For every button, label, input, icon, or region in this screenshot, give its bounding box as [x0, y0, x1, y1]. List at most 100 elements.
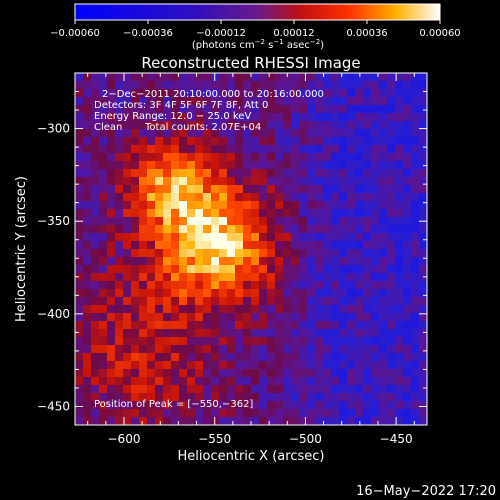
heatmap-cell: [227, 185, 236, 194]
heatmap-cell: [227, 209, 236, 218]
heatmap-cell: [147, 385, 156, 394]
heatmap-cell: [379, 313, 388, 322]
heatmap-cell: [115, 201, 124, 210]
heatmap-cell: [419, 281, 427, 290]
heatmap-cell: [339, 153, 348, 162]
heatmap-cell: [179, 249, 188, 258]
heatmap-cell: [283, 161, 292, 170]
heatmap-cell: [283, 89, 292, 98]
heatmap-cell: [259, 137, 268, 146]
heatmap-cell: [267, 129, 276, 138]
heatmap-cell: [299, 401, 308, 410]
heatmap-cell: [355, 177, 364, 186]
heatmap-cell: [179, 265, 188, 274]
heatmap-cell: [395, 289, 404, 298]
heatmap-cell: [275, 265, 284, 274]
y-axis: −450−400−350−300: [37, 72, 427, 426]
heatmap-cell: [251, 241, 260, 250]
heatmap-cell: [227, 129, 236, 138]
heatmap-cell: [387, 97, 396, 106]
heatmap-cell: [235, 225, 244, 234]
heatmap-cell: [83, 249, 92, 258]
heatmap-cell: [115, 137, 124, 146]
heatmap-cell: [123, 177, 132, 186]
heatmap-cell: [171, 321, 180, 330]
heatmap-cell: [91, 281, 100, 290]
heatmap-cell: [371, 121, 380, 130]
heatmap-cell: [179, 145, 188, 154]
heatmap-cell: [291, 337, 300, 346]
heatmap-cell: [235, 193, 244, 202]
heatmap-cell: [243, 97, 252, 106]
heatmap-cell: [115, 249, 124, 258]
heatmap-cell: [243, 265, 252, 274]
heatmap-cell: [387, 345, 396, 354]
heatmap-cell: [315, 177, 324, 186]
heatmap-cell: [419, 241, 427, 250]
heatmap-cell: [371, 257, 380, 266]
heatmap-cell: [387, 225, 396, 234]
heatmap-cell: [211, 145, 220, 154]
heatmap-cell: [395, 233, 404, 242]
heatmap-cell: [139, 97, 148, 106]
heatmap-cell: [395, 337, 404, 346]
heatmap-cell: [115, 377, 124, 386]
heatmap-cell: [147, 289, 156, 298]
heatmap-cell: [283, 377, 292, 386]
heatmap-cell: [147, 305, 156, 314]
heatmap-cell: [307, 137, 316, 146]
heatmap-cell: [91, 137, 100, 146]
heatmap-cell: [299, 161, 308, 170]
heatmap-cell: [411, 185, 420, 194]
heatmap-cell: [123, 321, 132, 330]
heatmap-cell: [275, 257, 284, 266]
heatmap-cell: [251, 129, 260, 138]
heatmap-cell: [299, 353, 308, 362]
heatmap-cell: [243, 73, 252, 82]
heatmap-cell: [291, 201, 300, 210]
heatmap-cell: [227, 369, 236, 378]
heatmap-cell: [419, 305, 427, 314]
heatmap-cell: [355, 81, 364, 90]
heatmap-cell: [371, 321, 380, 330]
colorbar-tick-label: −0.00060: [50, 28, 100, 39]
heatmap-cell: [355, 345, 364, 354]
heatmap-cell: [235, 113, 244, 122]
heatmap-cell: [315, 145, 324, 154]
heatmap-cell: [179, 241, 188, 250]
heatmap-cell: [83, 313, 92, 322]
heatmap-cell: [171, 121, 180, 130]
y-axis-label: Heliocentric Y (arcsec): [14, 176, 29, 322]
heatmap-cell: [155, 417, 164, 425]
heatmap-cell: [99, 377, 108, 386]
heatmap-cell: [187, 169, 196, 178]
heatmap-cell: [75, 81, 84, 90]
heatmap-cell: [307, 297, 316, 306]
heatmap-cell: [171, 393, 180, 402]
heatmap-cell: [347, 209, 356, 218]
heatmap-cell: [123, 73, 132, 82]
heatmap-cell: [235, 401, 244, 410]
heatmap-cell: [211, 217, 220, 226]
heatmap-cell: [115, 393, 124, 402]
heatmap-cell: [355, 217, 364, 226]
heatmap-cell: [75, 401, 84, 410]
heatmap-cell: [411, 417, 420, 425]
heatmap-cell: [331, 353, 340, 362]
heatmap-cell: [131, 225, 140, 234]
heatmap-cell: [155, 265, 164, 274]
heatmap-cell: [331, 137, 340, 146]
heatmap-cell: [299, 185, 308, 194]
heatmap-cell: [275, 417, 284, 425]
heatmap-cell: [83, 153, 92, 162]
heatmap-cell: [139, 169, 148, 178]
heatmap-cell: [307, 393, 316, 402]
heatmap-cell: [379, 121, 388, 130]
heatmap-cell: [387, 297, 396, 306]
heatmap-cell: [147, 345, 156, 354]
heatmap-cell: [99, 329, 108, 338]
heatmap-cell: [243, 281, 252, 290]
heatmap-cell: [147, 401, 156, 410]
heatmap-cell: [315, 281, 324, 290]
heatmap-cell: [131, 257, 140, 266]
